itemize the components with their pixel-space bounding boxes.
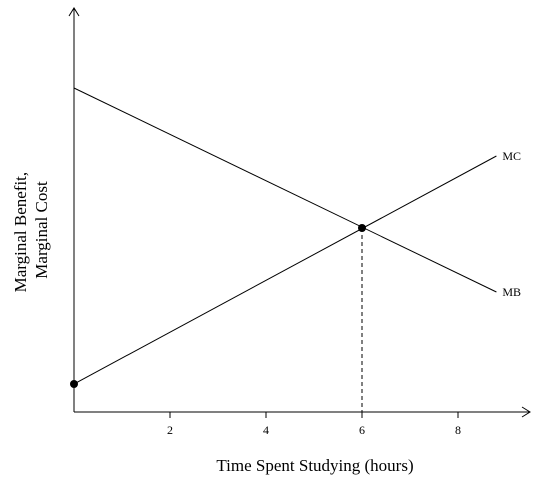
- marker-point-2: [358, 224, 366, 232]
- series-label-mb: MB: [502, 285, 521, 299]
- plot-area: 2 4 6 8 MC MB: [68, 7, 531, 437]
- x-tick-label-6: 6: [359, 423, 365, 437]
- x-axis-title: Time Spent Studying (hours): [216, 456, 413, 475]
- series-line-mb: [73, 87, 497, 293]
- series-label-mc: MC: [502, 149, 521, 163]
- x-tick-label-2: 2: [167, 423, 173, 437]
- y-axis-title-line-2: Marginal Cost: [32, 181, 51, 279]
- x-axis-arrowhead: [521, 406, 531, 418]
- x-tick-label-8: 8: [455, 423, 461, 437]
- y-axis-title: Marginal Benefit, Marginal Cost: [11, 168, 51, 293]
- y-axis-title-line-1: Marginal Benefit,: [11, 172, 30, 293]
- x-tick-label-4: 4: [263, 423, 269, 437]
- series-line-mc: [73, 155, 497, 385]
- y-axis-arrowhead: [68, 7, 80, 17]
- marker-point-1: [70, 380, 78, 388]
